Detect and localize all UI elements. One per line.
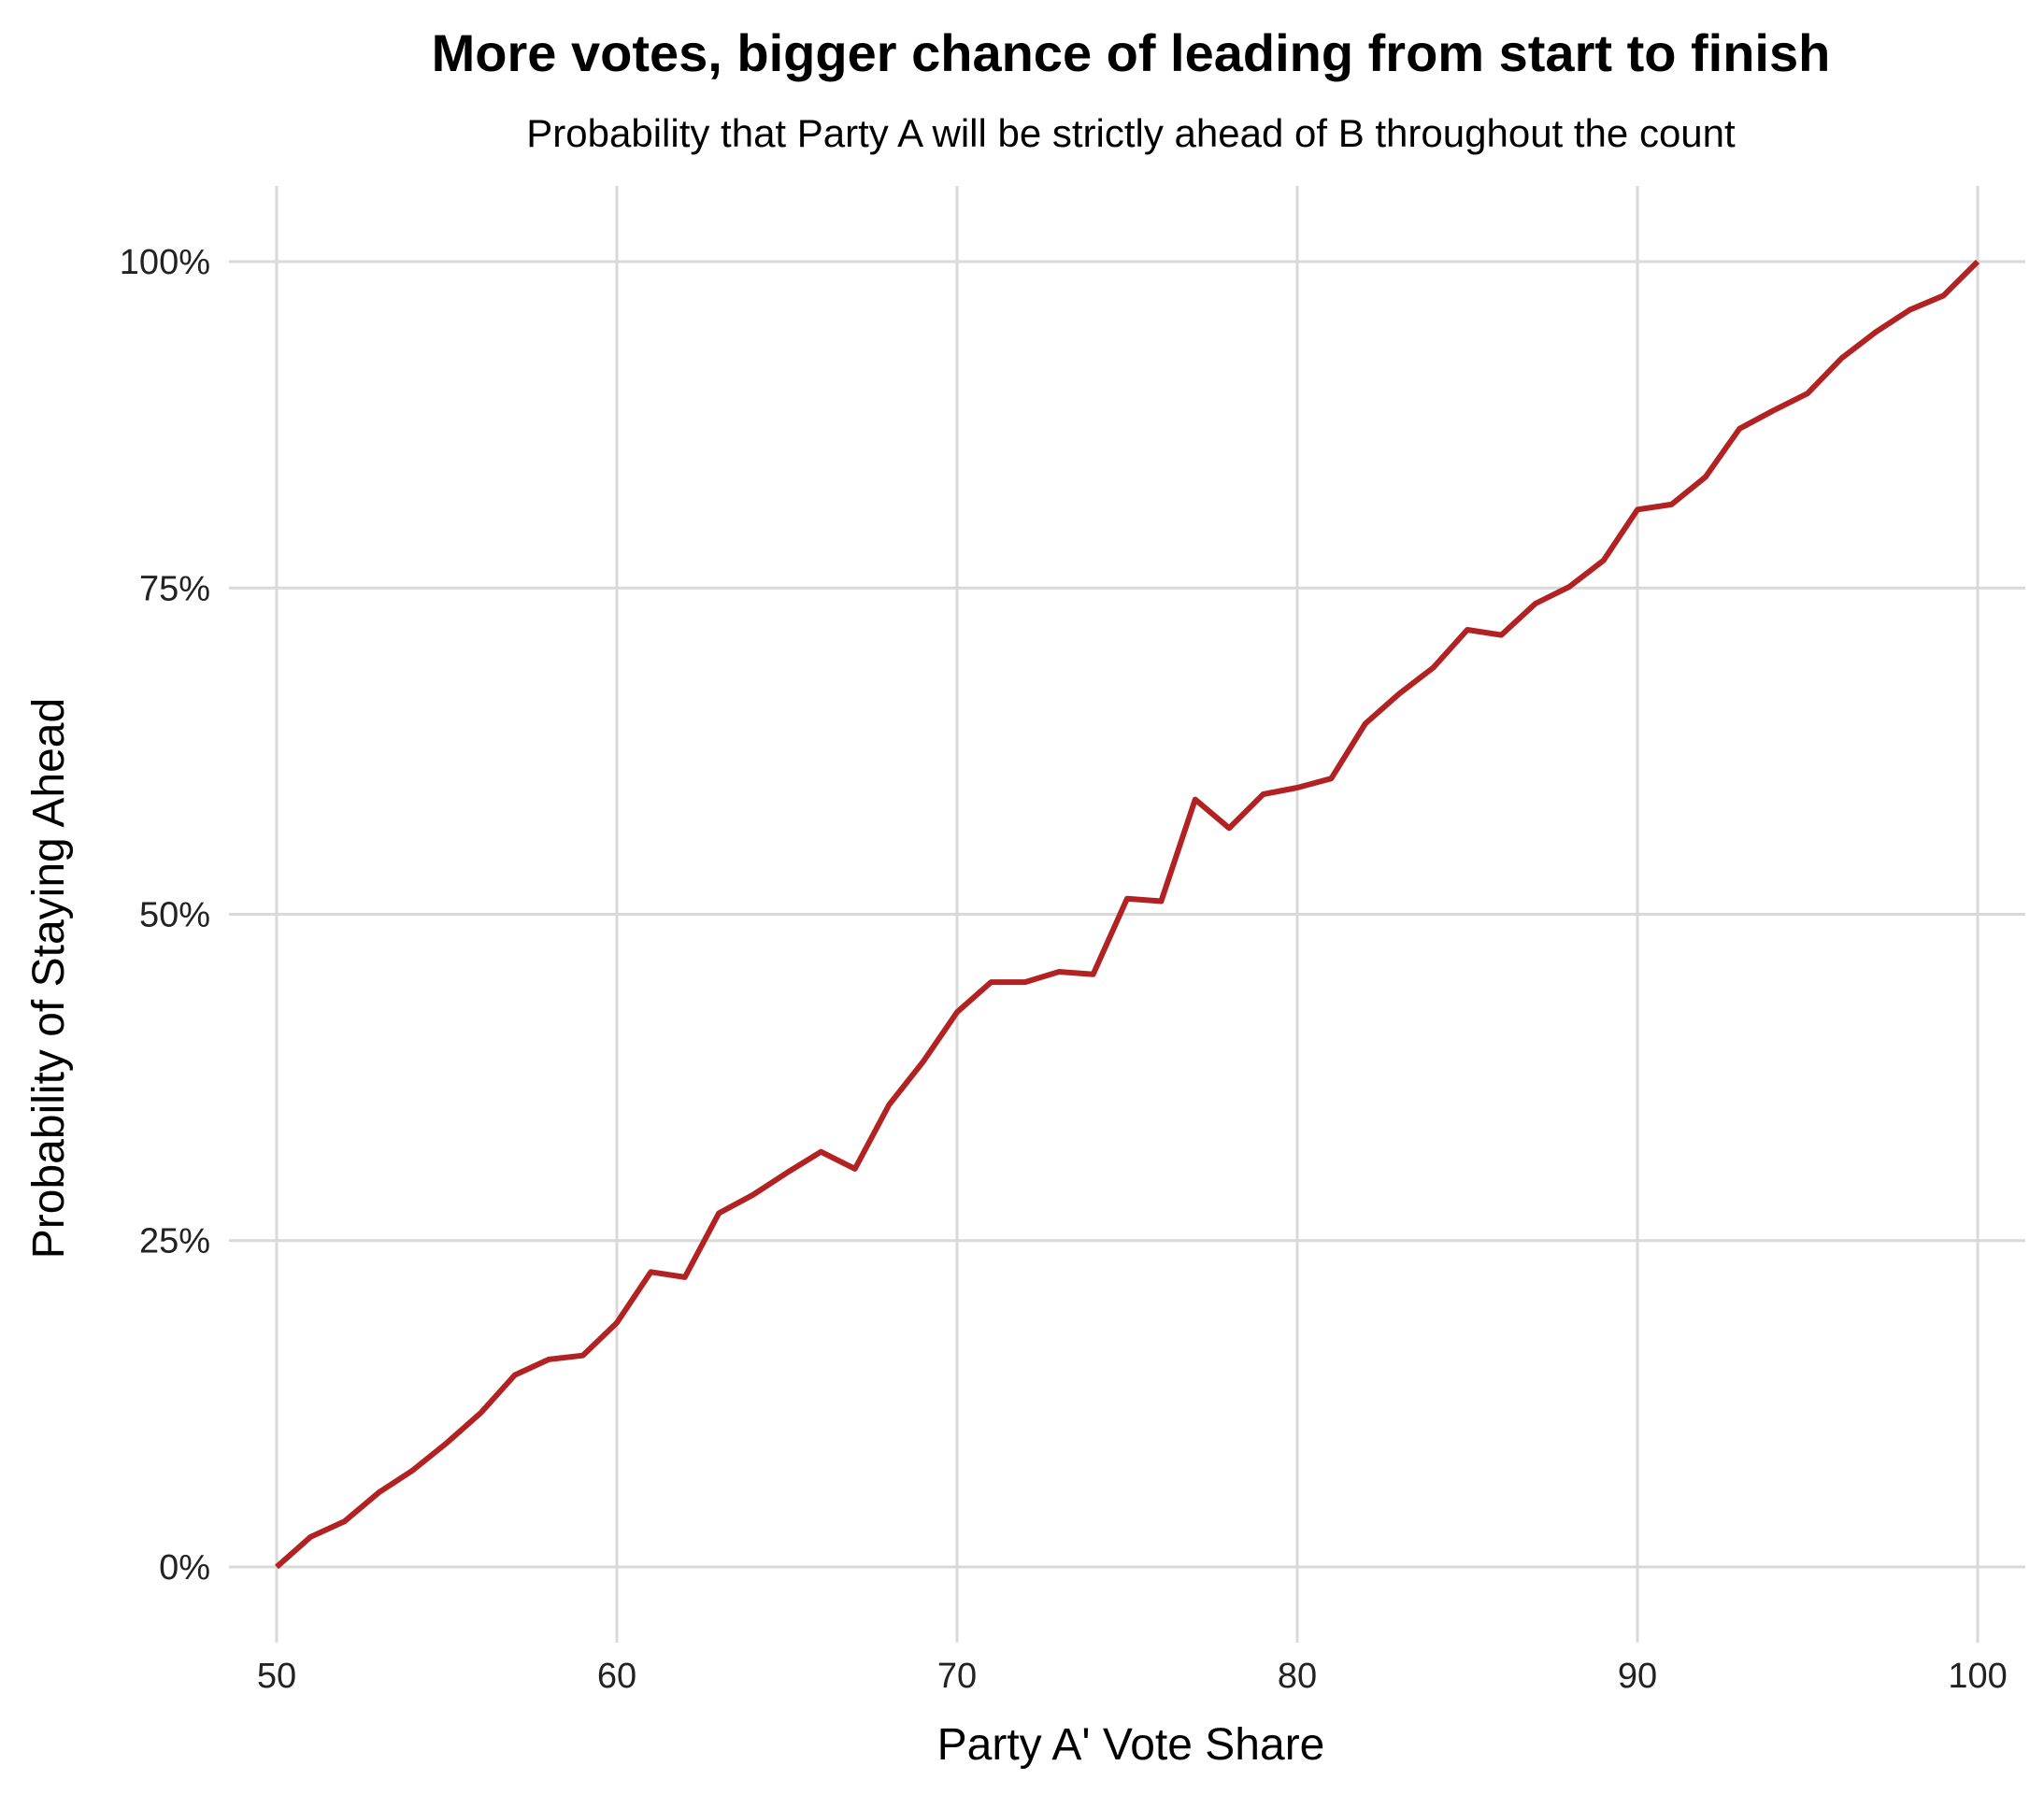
chart-title: More votes, bigger chance of leading fro… [432,23,1831,82]
y-tick-label: 0% [159,1548,210,1588]
y-tick-label: 50% [139,896,210,935]
x-tick-label: 50 [257,1657,296,1696]
data-series [275,259,1980,1570]
x-tick-label: 100 [1948,1657,2007,1696]
chart-subtitle: Probability that Party A will be strictl… [526,111,1736,155]
x-tick-label: 90 [1618,1657,1657,1696]
y-tick-label: 100% [120,243,210,282]
gridlines [229,186,2025,1643]
x-tick-label: 80 [1278,1657,1317,1696]
y-tick-label: 25% [139,1222,210,1261]
y-axis-title: Probability of Staying Ahead [24,698,74,1259]
x-axis-title: Party A' Vote Share [937,1720,1325,1770]
tick-labels: 50 60 70 80 90 100 0% 25% 50% 75% 100% [120,243,2008,1696]
x-tick-label: 60 [597,1657,636,1696]
x-tick-label: 70 [937,1657,977,1696]
y-tick-label: 75% [139,569,210,608]
